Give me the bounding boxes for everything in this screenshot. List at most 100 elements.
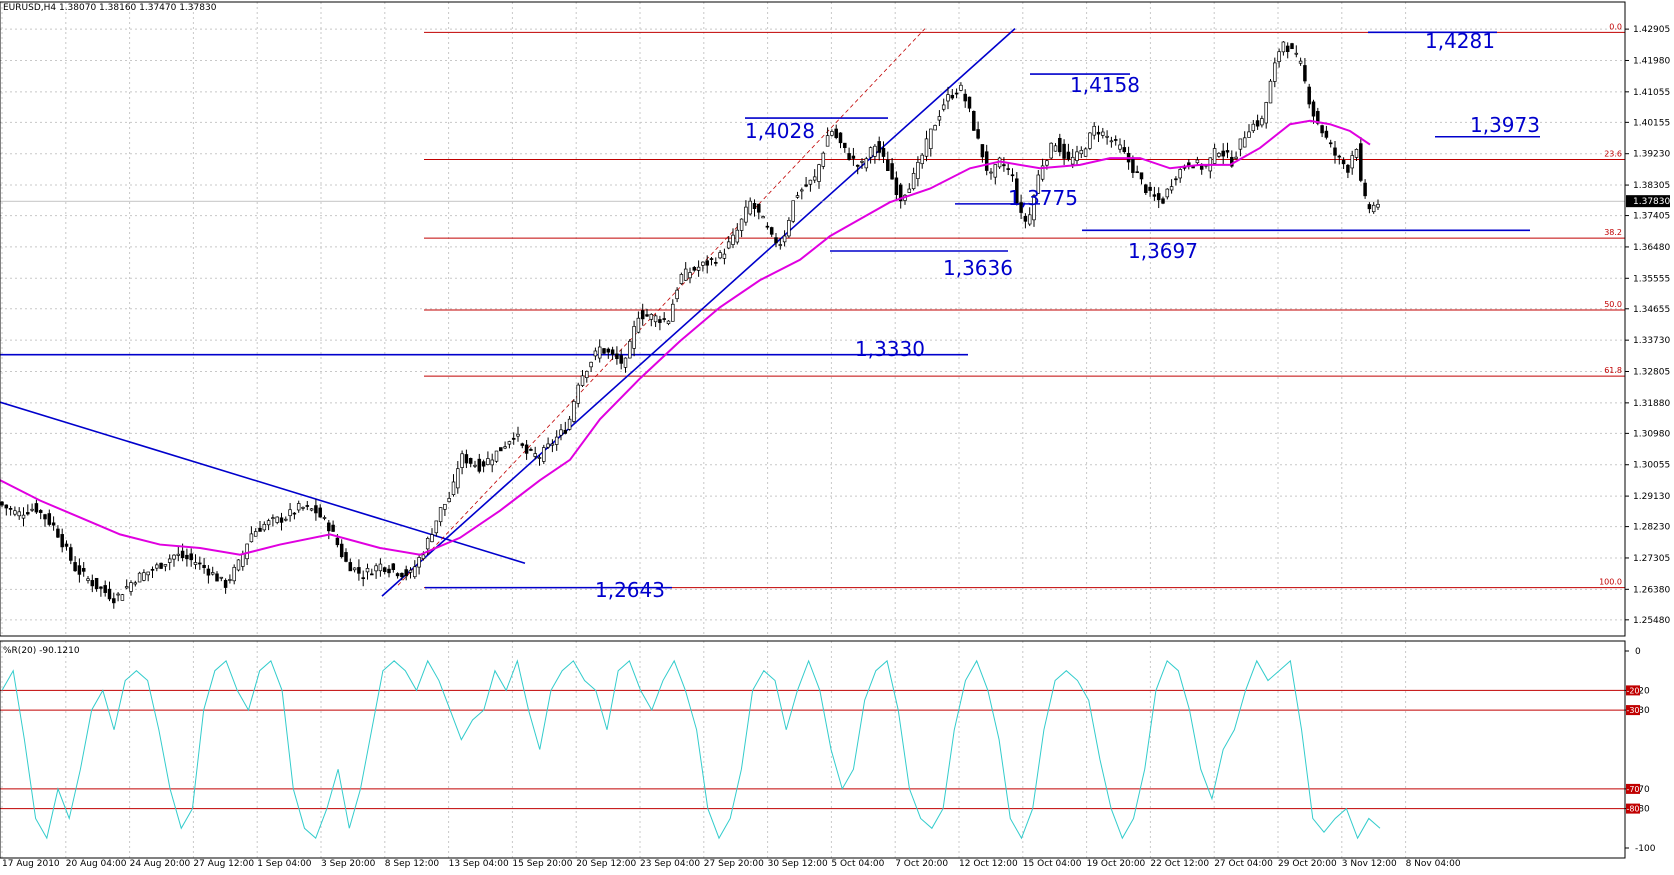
candle-body (378, 563, 383, 572)
candle-body (804, 184, 808, 187)
candle-body (124, 586, 129, 589)
candle-body (542, 447, 546, 462)
price-annotation: 1,3973 (1470, 113, 1540, 137)
candle-body (185, 554, 189, 560)
candle-body (477, 458, 482, 472)
candle-body (838, 132, 843, 144)
candle-body (275, 516, 279, 523)
candle-body (950, 94, 955, 99)
candle-body (1324, 130, 1329, 138)
price-tick-label: 1.42905 (1633, 25, 1670, 35)
candle-body (619, 355, 623, 364)
candle-body (438, 507, 443, 523)
candle-body (73, 562, 77, 572)
chart-header: EURUSD,H4 1.38070 1.38160 1.37470 1.3783… (3, 3, 217, 13)
candle-body (1152, 194, 1157, 197)
indicator-level-label: -70 (1626, 785, 1639, 794)
candle-body (830, 131, 834, 136)
candle-body (146, 571, 150, 576)
candle-body (572, 400, 576, 422)
candle-body (520, 443, 525, 446)
candle-body (142, 572, 146, 581)
candle-body (1096, 131, 1101, 135)
candle-body (1092, 125, 1096, 136)
candle-body (563, 429, 568, 434)
candle-body (1045, 160, 1049, 166)
fib-level-label: 61.8 (1604, 366, 1622, 375)
candle-body (894, 177, 899, 196)
indicator-level-marker (1626, 783, 1640, 794)
candle-body (1195, 159, 1200, 164)
candle-body (1135, 171, 1139, 174)
candle-body (688, 272, 692, 279)
candle-body (292, 512, 297, 515)
candle-body (873, 145, 877, 157)
candle-body (1049, 142, 1053, 159)
candle-body (43, 514, 47, 520)
candle-body (473, 464, 477, 467)
candle-body (787, 220, 791, 237)
candle-body (1088, 132, 1092, 149)
candle-body (1066, 151, 1071, 160)
candle-body (593, 350, 598, 357)
candle-body (812, 176, 817, 181)
candle-body (993, 164, 998, 178)
price-annotation: 1,3636 (943, 256, 1013, 280)
candle-body (1225, 150, 1230, 153)
candle-body (206, 568, 211, 576)
candle-body (855, 164, 860, 167)
price-tick-label: 1.30980 (1633, 429, 1670, 439)
candle-body (911, 172, 916, 190)
candle-body (1255, 120, 1260, 127)
current-price-label: 1.37830 (1633, 197, 1670, 207)
candle-body (107, 588, 112, 600)
candle-body (417, 557, 421, 568)
candle-body (886, 159, 890, 171)
candle-body (288, 509, 292, 517)
candle-body (1221, 150, 1225, 157)
candle-body (1105, 135, 1109, 138)
time-tick-label: 15 Oct 04:00 (1023, 859, 1082, 869)
candle-body (486, 458, 490, 465)
candle-body (352, 567, 357, 571)
candle-body (202, 564, 206, 569)
candle-body (1199, 165, 1204, 170)
candle-body (516, 433, 520, 437)
candle-body (731, 234, 735, 245)
candle-body (13, 510, 17, 515)
price-tick-label: 1.39230 (1633, 150, 1670, 160)
candle-body (924, 138, 929, 157)
candle-body (249, 533, 254, 543)
candle-body (1238, 138, 1243, 150)
candle-body (1268, 80, 1273, 104)
candle-body (69, 547, 73, 561)
candle-body (701, 261, 705, 266)
candle-body (653, 315, 658, 323)
candle-body (834, 128, 838, 138)
candle-body (705, 260, 709, 266)
candle-body (868, 147, 873, 158)
candle-body (576, 384, 580, 404)
candle-body (1101, 131, 1105, 136)
candle-body (468, 458, 473, 464)
candle-body (456, 468, 460, 489)
price-tick-label: 1.37405 (1633, 212, 1670, 222)
candle-body (907, 188, 912, 193)
candle-body (1277, 51, 1281, 63)
candle-body (1148, 186, 1152, 191)
candle-body (1320, 125, 1324, 134)
candle-body (843, 142, 847, 148)
candle-body (821, 152, 826, 167)
candle-body (1169, 186, 1174, 191)
candle-body (322, 517, 327, 519)
candle-body (1333, 147, 1337, 156)
candle-body (301, 507, 305, 509)
candle-body (81, 568, 86, 572)
candle-body (692, 267, 697, 271)
time-tick-label: 30 Sep 12:00 (768, 859, 828, 869)
fib-level-label: 50.0 (1604, 300, 1622, 309)
fib-level-label: 38.2 (1604, 228, 1622, 237)
candle-body (1264, 102, 1268, 124)
